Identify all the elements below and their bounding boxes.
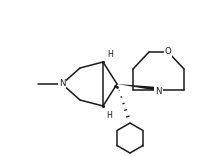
- Text: O: O: [165, 47, 171, 56]
- Polygon shape: [117, 84, 159, 91]
- Text: N: N: [155, 86, 162, 95]
- Text: N: N: [59, 80, 65, 88]
- Text: H: H: [107, 50, 113, 59]
- Text: H: H: [106, 111, 112, 120]
